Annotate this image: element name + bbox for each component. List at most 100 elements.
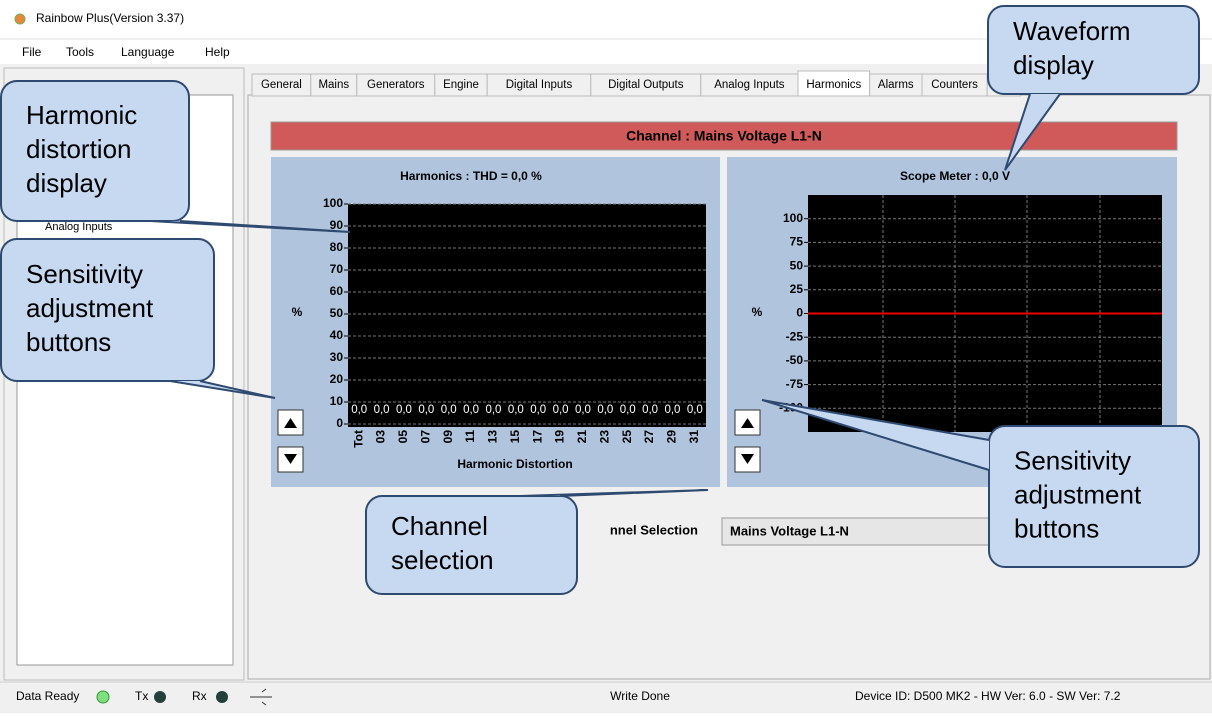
callout-text: Sensitivity — [1014, 445, 1131, 475]
x-tick-label: 31 — [687, 430, 701, 444]
x-tick-label: 17 — [530, 430, 544, 444]
scope-title: Scope Meter : 0,0 V — [900, 169, 1010, 183]
harmonics-title: Harmonics : THD = 0,0 % — [400, 169, 542, 183]
value-label: 0,0 — [508, 404, 524, 416]
tab-label: Digital Outputs — [608, 79, 684, 91]
x-tick-label: 15 — [508, 430, 522, 444]
value-label: 0,0 — [620, 404, 636, 416]
menu-item[interactable]: Tools — [66, 45, 94, 59]
tree-item[interactable]: Analog Inputs — [45, 221, 113, 233]
callout-text: buttons — [26, 327, 111, 357]
callout-text: Sensitivity — [26, 259, 143, 289]
callout: Channel selection — [365, 489, 709, 595]
y-tick-label: 50 — [330, 306, 344, 320]
tab-label: Alarms — [878, 79, 914, 91]
value-label: 0,0 — [396, 404, 412, 416]
value-label: 0,0 — [374, 404, 390, 416]
window-title: Rainbow Plus(Version 3.37) — [36, 11, 184, 25]
channel-combobox-value: Mains Voltage L1-N — [730, 523, 849, 538]
y-tick-label: 20 — [330, 372, 344, 386]
tab[interactable] — [797, 70, 871, 97]
y-tick-label: 90 — [330, 218, 344, 232]
callout-text: selection — [391, 545, 494, 575]
tab-label: Mains — [318, 79, 349, 91]
callout-box — [365, 495, 578, 595]
y-tick-label: -50 — [786, 353, 804, 367]
x-tick-label: 03 — [374, 430, 388, 444]
tab-label: Engine — [443, 79, 479, 91]
menu-item[interactable]: Language — [121, 45, 175, 59]
up-arrow — [284, 418, 297, 428]
callout-pointer — [169, 380, 276, 399]
status-rx: Rx — [192, 689, 207, 703]
callout: Harmonic distortion display — [0, 80, 351, 233]
status-tx: Tx — [135, 689, 148, 703]
x-tick-label: 07 — [418, 430, 432, 444]
status-data-ready: Data Ready — [16, 689, 79, 703]
value-label: 0,0 — [687, 404, 703, 416]
usb-icon — [250, 688, 272, 706]
status-device: Device ID: D500 MK2 - HW Ver: 6.0 - SW V… — [855, 689, 1121, 703]
y-tick-label: 80 — [330, 240, 344, 254]
y-tick-label: 25 — [790, 282, 804, 296]
x-tick-label: 27 — [642, 430, 656, 444]
x-tick-label: 11 — [463, 430, 477, 443]
callout-text: buttons — [1014, 513, 1099, 543]
tab-label: Generators — [367, 79, 425, 91]
x-tick-label: 25 — [620, 430, 634, 444]
value-label: 0,0 — [463, 404, 479, 416]
channel-header-text: Channel : Mains Voltage L1-N — [626, 128, 822, 144]
y-tick-label: 0 — [796, 306, 803, 320]
callout-box — [0, 80, 190, 222]
callout-text: Waveform — [1013, 16, 1131, 46]
value-label: 0,0 — [441, 404, 457, 416]
y-tick-label: 70 — [330, 262, 344, 276]
value-label: 0,0 — [553, 404, 569, 416]
menu-item[interactable]: File — [22, 45, 42, 59]
callout-text: display — [26, 168, 107, 198]
tx-led — [154, 691, 166, 703]
callout-pointer — [761, 399, 990, 471]
x-tick-label: 05 — [396, 430, 410, 444]
up-arrow — [741, 418, 754, 428]
x-tick-label: Tot — [351, 430, 365, 448]
tab-label: Harmonics — [806, 79, 861, 91]
y-tick-label: 30 — [330, 350, 344, 364]
tab-label: Digital Inputs — [506, 79, 573, 91]
value-label: 0,0 — [642, 404, 658, 416]
menu-item[interactable]: Help — [205, 45, 230, 59]
callout-text: Harmonic — [26, 100, 137, 130]
callout-pointer — [519, 489, 709, 497]
harmonics-x-label: Harmonic Distortion — [457, 457, 572, 471]
scope-y-label: % — [752, 305, 763, 319]
x-tick-label: 29 — [665, 430, 679, 444]
harmonics-y-label: % — [292, 305, 303, 319]
sensitivity-buttons — [277, 409, 761, 473]
harmonics-plot — [348, 204, 706, 427]
data-ready-led — [96, 690, 110, 704]
value-label: 0,0 — [418, 404, 434, 416]
x-tick-label: 19 — [553, 430, 567, 444]
callout-pointer — [149, 220, 351, 233]
rx-led — [216, 691, 228, 703]
down-arrow — [741, 454, 754, 464]
x-tick-label: 13 — [486, 430, 500, 444]
y-tick-label: 0 — [336, 416, 343, 430]
callout: Sensitivity adjustment buttons — [0, 238, 276, 399]
value-label: 0,0 — [351, 404, 367, 416]
value-label: 0,0 — [530, 404, 546, 416]
y-tick-label: 100 — [783, 211, 803, 225]
callout-text: adjustment — [1014, 479, 1142, 509]
value-label: 0,0 — [485, 404, 501, 416]
tab-label: Counters — [931, 79, 978, 91]
callout-text: display — [1013, 50, 1094, 80]
callout: Sensitivity adjustment buttons — [761, 399, 1200, 568]
down-arrow — [284, 454, 297, 464]
x-tick-label: 23 — [597, 430, 611, 444]
callout: Waveform display — [987, 5, 1200, 171]
callout-text: distortion — [26, 134, 132, 164]
value-label: 0,0 — [597, 404, 613, 416]
callout-text: adjustment — [26, 293, 154, 323]
value-label: 0,0 — [575, 404, 591, 416]
